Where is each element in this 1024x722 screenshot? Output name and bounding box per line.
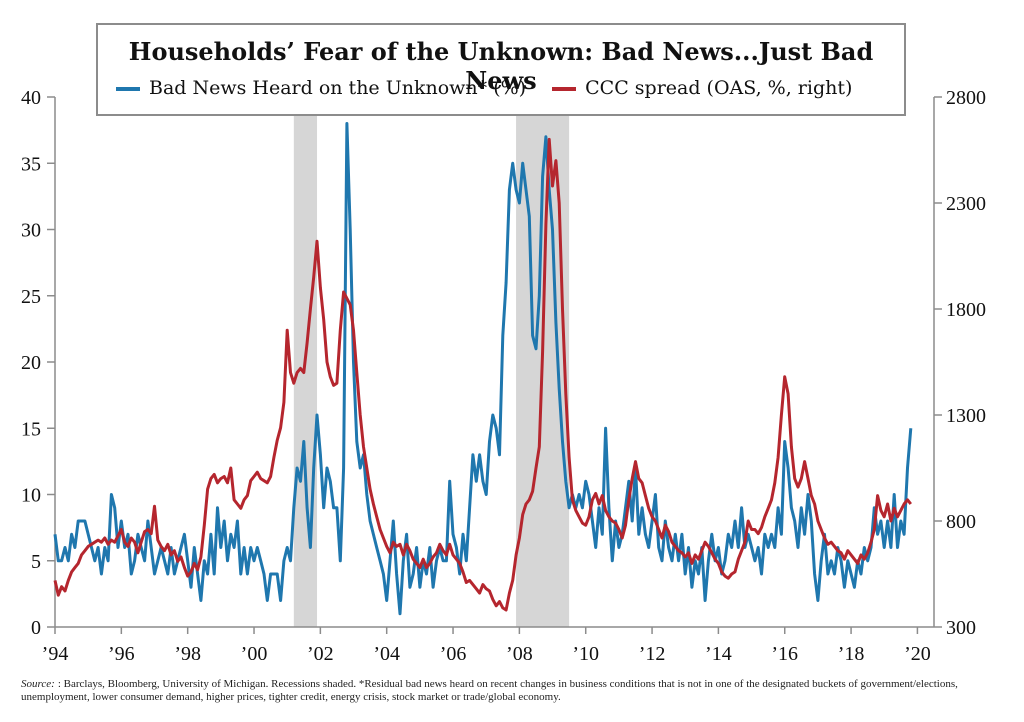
legend-label-bad-news: Bad News Heard on the Unknown* (%) — [149, 77, 527, 99]
x-tick-label: ’06 — [440, 643, 467, 665]
x-tick-label: ’96 — [108, 643, 135, 665]
left-tick-label: 30 — [21, 220, 41, 242]
x-tick-label: ’00 — [241, 643, 268, 665]
right-tick-label: 1300 — [946, 405, 986, 427]
x-tick-label: ’16 — [771, 643, 798, 665]
chart-title: Households’ Fear of the Unknown: Bad New… — [128, 37, 874, 95]
x-tick-label: ’20 — [904, 643, 931, 665]
legend-item-bad-news: Bad News Heard on the Unknown* (%) — [116, 77, 526, 99]
right-tick-label: 800 — [946, 511, 976, 533]
left-tick-label: 0 — [31, 617, 41, 639]
left-tick-label: 25 — [21, 286, 41, 308]
x-tick-label: ’14 — [705, 643, 732, 665]
left-tick-label: 35 — [21, 153, 41, 175]
title-legend-box: Households’ Fear of the Unknown: Bad New… — [96, 23, 906, 116]
right-tick-label: 1800 — [946, 299, 986, 321]
left-tick-label: 20 — [21, 352, 41, 374]
legend-swatch-bad-news — [116, 87, 140, 91]
left-tick-label: 40 — [21, 87, 41, 109]
legend-item-ccc-spread: CCC spread (OAS, %, right) — [552, 77, 852, 99]
x-tick-label: ’94 — [42, 643, 69, 665]
source-text: : Barclays, Bloomberg, University of Mic… — [21, 678, 958, 703]
left-tick-label: 15 — [21, 418, 41, 440]
series-line-ccc-spread — [53, 137, 912, 612]
legend-label-ccc-spread: CCC spread (OAS, %, right) — [585, 77, 853, 99]
x-tick-label: ’04 — [373, 643, 400, 665]
right-axis-ticks: 300 800 1300 1800 2300 2800 — [934, 87, 986, 639]
x-axis-ticks: ’94 ’96 ’98 ’00 ’02 ’04 ’06 ’08 ’10 ’12 ’14 ’16 ’18 ’… — [42, 627, 931, 665]
x-tick-label: ’10 — [572, 643, 599, 665]
left-tick-label: 10 — [21, 485, 41, 507]
legend-swatch-ccc-spread — [552, 87, 577, 91]
recession-shading — [293, 97, 570, 627]
left-tick-label: 5 — [31, 551, 41, 573]
x-tick-label: ’02 — [307, 643, 334, 665]
source-footnote: Source:: Barclays, Bloomberg, University… — [21, 678, 1011, 704]
x-tick-label: ’12 — [639, 643, 666, 665]
right-tick-label: 300 — [946, 617, 976, 639]
series-lines — [53, 122, 913, 616]
x-tick-label: ’98 — [174, 643, 201, 665]
right-tick-label: 2800 — [946, 87, 986, 109]
left-axis-ticks: 0 5 10 15 20 25 30 35 40 — [21, 87, 55, 639]
right-tick-label: 2300 — [946, 193, 986, 215]
series-line-bad-news — [53, 122, 913, 616]
x-tick-label: ’08 — [506, 643, 533, 665]
x-tick-label: ’18 — [838, 643, 865, 665]
legend: Bad News Heard on the Unknown* (%) CCC s… — [116, 77, 872, 99]
source-label: Source: — [21, 678, 55, 690]
